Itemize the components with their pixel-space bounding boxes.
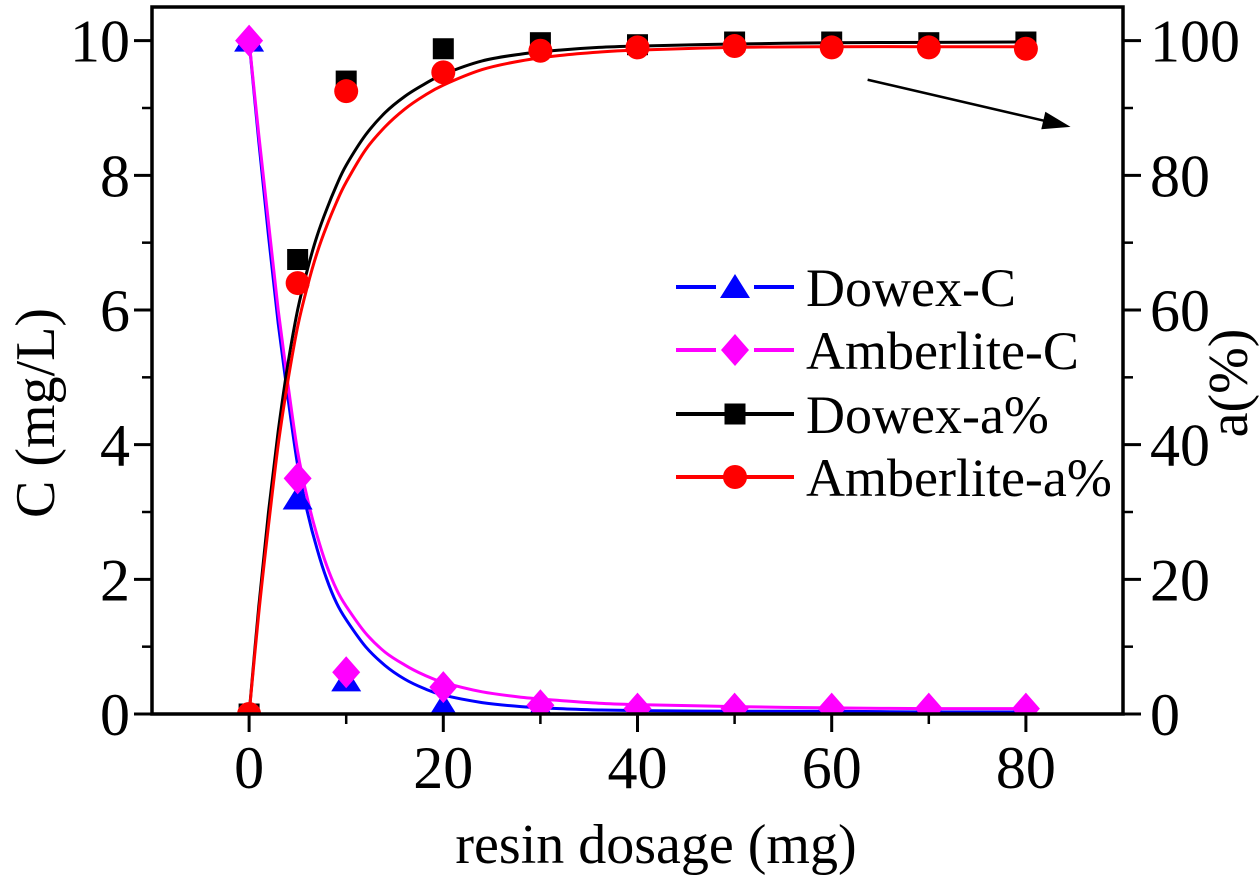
y-axis-right-tick-label: 100 — [1150, 9, 1240, 75]
y-axis-right-tick-label: 40 — [1150, 413, 1210, 479]
legend-marker-diamond — [721, 334, 749, 366]
legend-item-amberlite-c: Amberlite-C — [676, 321, 1079, 381]
annotation-arrow-head — [1041, 111, 1071, 130]
marker-amberlite-a — [722, 34, 747, 59]
marker-amberlite-a — [285, 271, 310, 296]
marker-amberlite-a — [431, 60, 456, 85]
marker-amberlite-c — [1011, 692, 1040, 714]
series-line-dowex-a — [247, 40, 1028, 714]
y-axis-left-tick-label: 4 — [100, 413, 130, 479]
marker-amberlite-a — [819, 35, 844, 60]
y-axis-right-tick-label: 60 — [1150, 278, 1210, 344]
y-axis-right-title: a(%) — [1198, 328, 1260, 438]
annotation-arrow-line — [867, 78, 1048, 123]
x-axis-tick-label: 20 — [413, 735, 473, 801]
legend-label-amberlite-a: Amberlite-a% — [806, 448, 1112, 508]
marker-amberlite-a — [625, 35, 650, 60]
marker-dowex-a — [432, 38, 454, 60]
plot-area — [234, 24, 1040, 714]
y-axis-right-tick-label: 20 — [1150, 547, 1210, 613]
legend-item-dowex-a: Dowex-a% — [676, 385, 1049, 445]
y-axis-left-tick-label: 8 — [100, 143, 130, 209]
marker-amberlite-c — [914, 692, 943, 714]
legend-label-dowex-c: Dowex-C — [806, 258, 1016, 318]
y-axis-left-tick-label: 2 — [100, 547, 130, 613]
y-axis-right-tick-label: 0 — [1150, 682, 1180, 748]
marker-amberlite-c — [720, 692, 749, 714]
marker-amberlite-c — [623, 692, 652, 714]
series-line-dowex-c — [247, 39, 1028, 714]
y-axis-left-tick-label: 6 — [100, 278, 130, 344]
marker-amberlite-a — [528, 38, 553, 63]
series-line-amberlite-a — [247, 45, 1028, 714]
x-axis-title: resin dosage (mg) — [455, 814, 857, 876]
marker-dowex-c — [282, 485, 313, 510]
marker-amberlite-c — [235, 24, 264, 57]
marker-dowex-c — [430, 692, 457, 714]
marker-amberlite-a — [237, 702, 262, 714]
legend-label-dowex-a: Dowex-a% — [806, 385, 1049, 445]
marker-amberlite-c — [283, 462, 312, 495]
legend-item-dowex-c: Dowex-C — [676, 258, 1016, 318]
marker-amberlite-a — [1013, 36, 1038, 61]
marker-amberlite-c — [332, 656, 361, 689]
legend-marker-triangle — [720, 274, 750, 298]
y-axis-left-tick-label: 10 — [70, 9, 130, 75]
marker-amberlite-a — [916, 35, 941, 60]
y-axis-left-tick-label: 0 — [100, 682, 130, 748]
legend-marker-square — [724, 403, 746, 425]
x-axis-tick-label: 60 — [802, 735, 862, 801]
y-axis-right-tick-label: 80 — [1150, 143, 1210, 209]
y-axis-left-title: C (mg/L) — [5, 308, 67, 518]
series-line-amberlite-c — [247, 39, 1028, 711]
legend-marker-circle — [723, 465, 747, 489]
marker-amberlite-c — [429, 671, 458, 704]
x-axis-tick-label: 40 — [608, 735, 668, 801]
marker-amberlite-a — [334, 79, 359, 104]
marker-dowex-a — [287, 249, 309, 270]
legend-label-amberlite-c: Amberlite-C — [806, 321, 1079, 381]
x-axis-tick-label: 80 — [996, 735, 1056, 801]
marker-amberlite-c — [817, 692, 846, 714]
x-axis-tick-label: 0 — [234, 735, 264, 801]
marker-amberlite-c — [526, 689, 555, 714]
legend-item-amberlite-a: Amberlite-a% — [676, 448, 1112, 508]
